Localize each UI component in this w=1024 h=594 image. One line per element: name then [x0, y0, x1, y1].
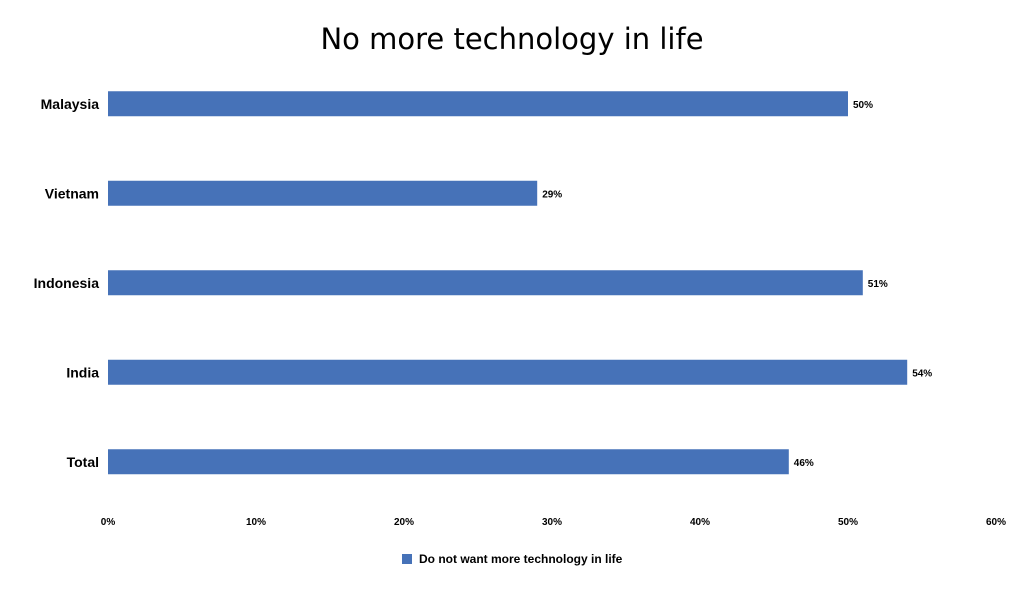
x-tick-label: 20% [394, 517, 414, 528]
x-tick-label: 40% [690, 517, 710, 528]
category-label: India [66, 364, 99, 380]
legend-label: Do not want more technology in life [419, 552, 623, 566]
x-tick-label: 30% [542, 517, 562, 528]
x-tick-label: 10% [246, 517, 266, 528]
category-label: Vietnam [45, 185, 99, 201]
category-label: Indonesia [34, 275, 100, 291]
category-label: Total [67, 454, 99, 470]
data-label: 51% [868, 279, 888, 290]
x-tick-label: 60% [986, 517, 1006, 528]
bar-india [108, 359, 908, 385]
data-label: 29% [542, 189, 562, 200]
chart-title: No more technology in life [320, 22, 704, 56]
data-label: 46% [794, 458, 814, 469]
legend-swatch [401, 554, 412, 564]
bar-indonesia [108, 270, 863, 296]
x-tick-label: 0% [101, 517, 116, 528]
data-label: 54% [912, 368, 932, 379]
bar-vietnam [108, 180, 538, 206]
bar-malaysia [108, 91, 848, 117]
bar-total [108, 449, 789, 475]
data-label: 50% [853, 100, 873, 111]
legend: Do not want more technology in life [0, 552, 1024, 566]
category-label: Malaysia [41, 96, 100, 112]
x-tick-label: 50% [838, 517, 858, 528]
